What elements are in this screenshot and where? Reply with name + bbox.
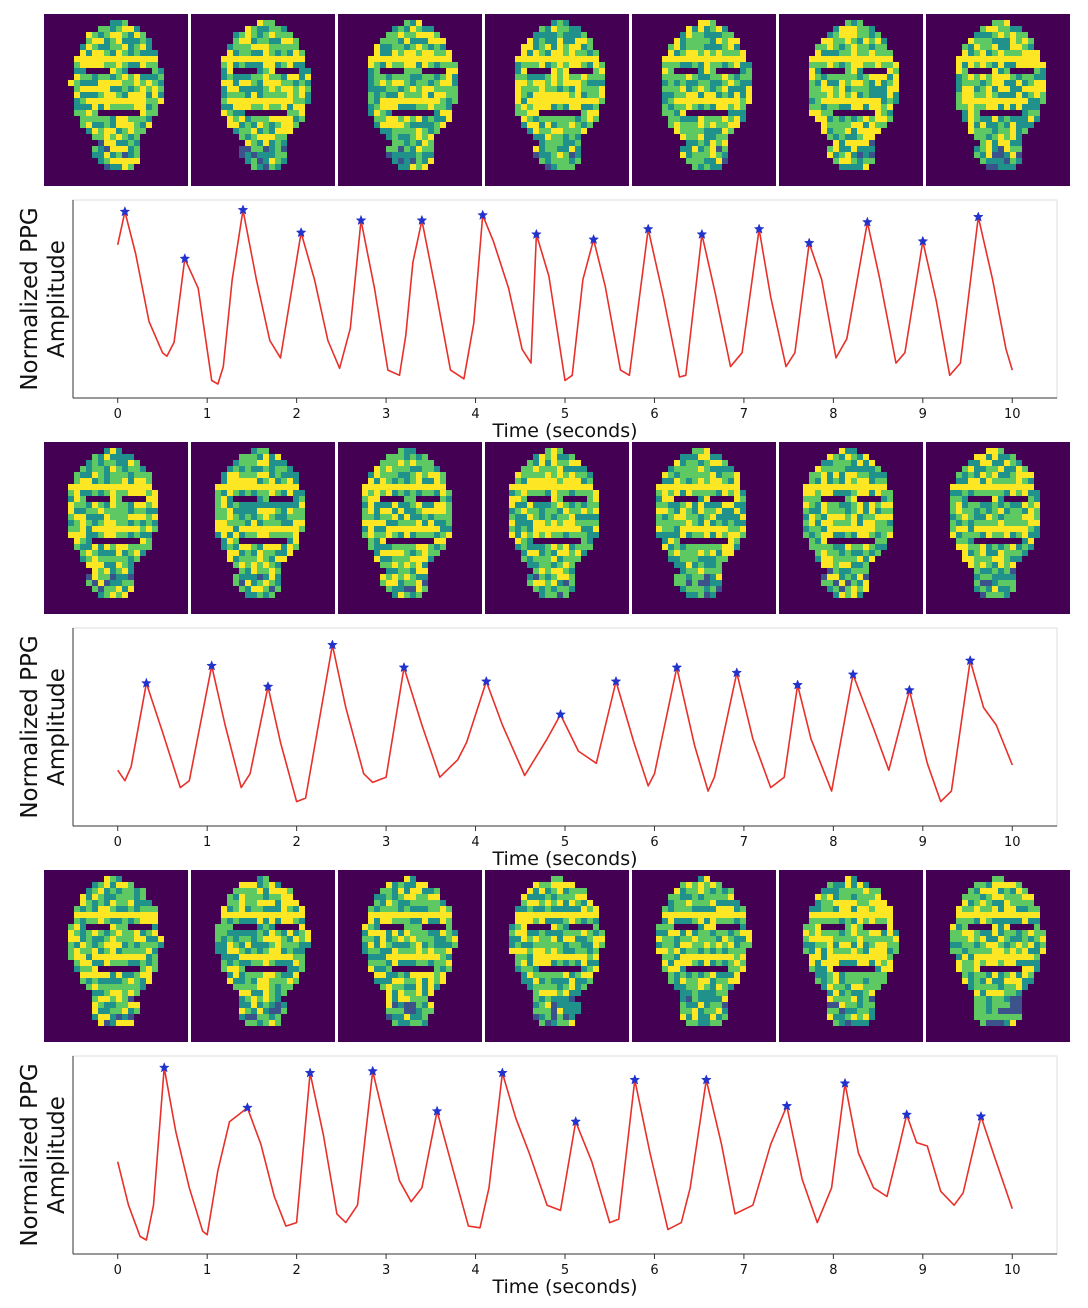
face-frames-row — [44, 14, 1074, 186]
face-frame-image — [338, 442, 482, 614]
x-tick-label: 4 — [471, 407, 479, 422]
face-frame — [926, 442, 1070, 614]
x-axis-label: Time (seconds) — [491, 848, 637, 870]
face-frame — [44, 14, 188, 186]
peak-marker — [556, 710, 566, 719]
x-tick-label: 2 — [292, 407, 300, 422]
face-frame — [338, 14, 482, 186]
face-frame — [779, 14, 923, 186]
face-frame — [485, 14, 629, 186]
face-frame — [191, 870, 335, 1042]
face-frame-image — [779, 870, 923, 1042]
face-frame-image — [44, 870, 188, 1042]
ppg-series-line — [118, 1068, 1013, 1240]
face-frame — [338, 870, 482, 1042]
x-tick-label: 6 — [650, 1263, 658, 1278]
x-tick-label: 8 — [829, 835, 837, 850]
face-frame-image — [44, 442, 188, 614]
face-frame-image — [926, 870, 1070, 1042]
face-frame — [191, 442, 335, 614]
ppg-series-line — [118, 210, 1013, 384]
x-tick-label: 1 — [203, 1263, 211, 1278]
face-frame — [44, 442, 188, 614]
x-tick-label: 10 — [1004, 407, 1021, 422]
face-frame-image — [779, 14, 923, 186]
x-tick-label: 9 — [919, 407, 927, 422]
x-tick-label: 3 — [382, 407, 390, 422]
x-tick-label: 0 — [114, 1263, 122, 1278]
face-frame — [926, 14, 1070, 186]
x-tick-label: 4 — [471, 835, 479, 850]
face-frame — [779, 870, 923, 1042]
face-frame-image — [926, 442, 1070, 614]
ppg-series-line — [118, 645, 1013, 802]
face-frames-row — [44, 870, 1074, 1042]
x-tick-label: 9 — [919, 835, 927, 850]
face-frame — [632, 870, 776, 1042]
x-tick-label: 2 — [292, 835, 300, 850]
x-tick-label: 9 — [919, 1263, 927, 1278]
face-frame — [926, 870, 1070, 1042]
x-tick-label: 4 — [471, 1263, 479, 1278]
face-frame — [338, 442, 482, 614]
face-frame — [485, 870, 629, 1042]
x-axis-label: Time (seconds) — [491, 420, 637, 442]
x-tick-label: 6 — [650, 835, 658, 850]
face-frame-image — [485, 442, 629, 614]
face-frame-image — [44, 14, 188, 186]
face-frame-image — [191, 14, 335, 186]
x-tick-label: 10 — [1004, 835, 1021, 850]
x-tick-label: 7 — [740, 835, 748, 850]
face-frame-image — [191, 442, 335, 614]
x-tick-label: 3 — [382, 835, 390, 850]
face-frame-image — [485, 14, 629, 186]
x-tick-label: 0 — [114, 835, 122, 850]
face-frame — [485, 442, 629, 614]
face-frame — [632, 442, 776, 614]
x-tick-label: 1 — [203, 835, 211, 850]
y-axis-label: Normalized PPGAmplitude — [17, 207, 70, 390]
x-tick-label: 6 — [650, 407, 658, 422]
face-frames-row — [44, 442, 1074, 614]
x-axis-label: Time (seconds) — [491, 1276, 637, 1298]
x-tick-label: 3 — [382, 1263, 390, 1278]
face-frame-image — [779, 442, 923, 614]
plot-frame — [73, 1056, 1057, 1254]
face-frame — [191, 14, 335, 186]
x-tick-label: 2 — [292, 1263, 300, 1278]
x-tick-label: 10 — [1004, 1263, 1021, 1278]
face-frame — [632, 14, 776, 186]
plot-frame — [73, 200, 1057, 398]
face-frame-image — [485, 870, 629, 1042]
face-frame — [44, 870, 188, 1042]
x-tick-label: 0 — [114, 407, 122, 422]
face-frame-image — [926, 14, 1070, 186]
face-frame — [779, 442, 923, 614]
x-tick-label: 7 — [740, 407, 748, 422]
plot-frame — [73, 628, 1057, 826]
x-tick-label: 8 — [829, 1263, 837, 1278]
x-tick-label: 1 — [203, 407, 211, 422]
face-frame-image — [632, 442, 776, 614]
x-tick-label: 8 — [829, 407, 837, 422]
face-frame-image — [338, 870, 482, 1042]
y-axis-label: Normalized PPGAmplitude — [17, 1063, 70, 1246]
face-frame-image — [632, 870, 776, 1042]
face-frame-image — [191, 870, 335, 1042]
x-tick-label: 7 — [740, 1263, 748, 1278]
y-axis-label: Normalized PPGAmplitude — [17, 635, 70, 818]
face-frame-image — [338, 14, 482, 186]
face-frame-image — [632, 14, 776, 186]
